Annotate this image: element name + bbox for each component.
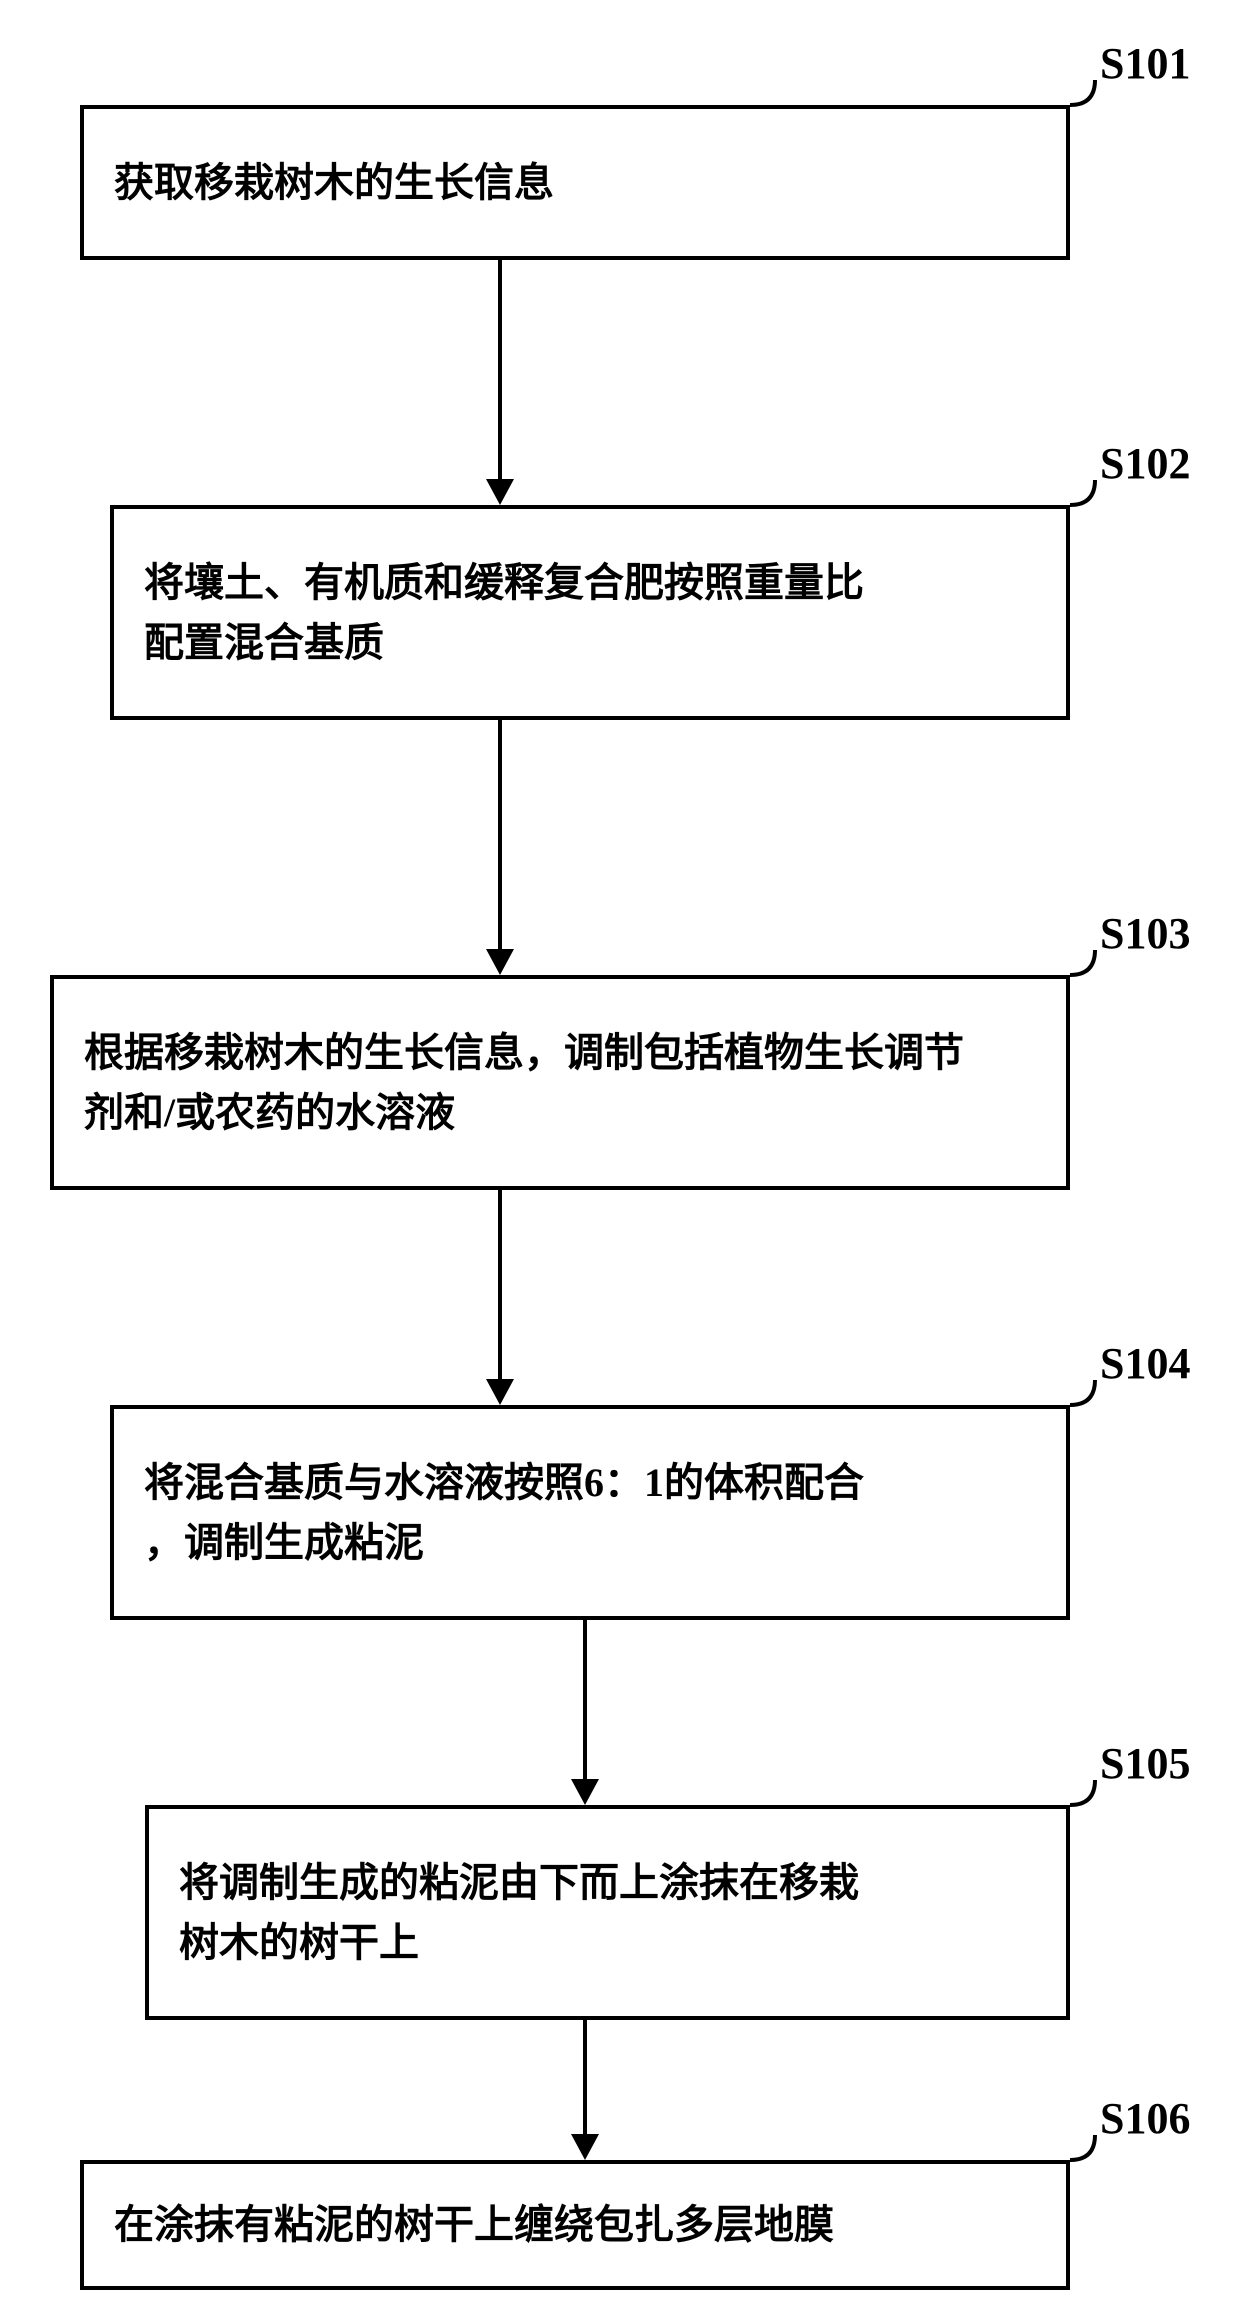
flow-node-s102: 将壤土、有机质和缓释复合肥按照重量比 配置混合基质: [110, 505, 1070, 720]
arrow-head-s104-s105: [571, 1779, 599, 1805]
flow-node-s105: 将调制生成的粘泥由下而上涂抹在移栽 树木的树干上: [145, 1805, 1070, 2020]
leader-s104: [1065, 1375, 1100, 1410]
step-label-s104: S104: [1100, 1338, 1190, 1389]
flow-node-text-s103: 根据移栽树木的生长信息，调制包括植物生长调节 剂和/或农药的水溶液: [84, 1023, 964, 1143]
arrow-line-s101-s102: [498, 260, 502, 479]
arrow-line-s103-s104: [498, 1190, 502, 1379]
arrow-line-s105-s106: [583, 2020, 587, 2134]
leader-s105: [1065, 1775, 1100, 1810]
flow-node-s101: 获取移栽树木的生长信息: [80, 105, 1070, 260]
flowchart-canvas: 获取移栽树木的生长信息 S101 将壤土、有机质和缓释复合肥按照重量比 配置混合基质…: [0, 0, 1240, 2317]
step-label-s103: S103: [1100, 908, 1190, 959]
arrow-line-s104-s105: [583, 1620, 587, 1779]
leader-s103: [1065, 945, 1100, 980]
step-label-s101: S101: [1100, 38, 1190, 89]
flow-node-text-s106: 在涂抹有粘泥的树干上缠绕包扎多层地膜: [114, 2195, 834, 2255]
arrow-head-s103-s104: [486, 1379, 514, 1405]
leader-s106: [1065, 2130, 1100, 2165]
step-label-s105: S105: [1100, 1738, 1190, 1789]
flow-node-text-s105: 将调制生成的粘泥由下而上涂抹在移栽 树木的树干上: [179, 1853, 859, 1973]
flow-node-s106: 在涂抹有粘泥的树干上缠绕包扎多层地膜: [80, 2160, 1070, 2290]
arrow-line-s102-s103: [498, 720, 502, 949]
flow-node-text-s104: 将混合基质与水溶液按照6：1的体积配合 ，调制生成粘泥: [144, 1453, 864, 1573]
step-label-s106: S106: [1100, 2093, 1190, 2144]
flow-node-text-s101: 获取移栽树木的生长信息: [114, 153, 554, 213]
leader-s102: [1065, 475, 1100, 510]
arrow-head-s101-s102: [486, 479, 514, 505]
leader-s101: [1065, 75, 1100, 110]
flow-node-text-s102: 将壤土、有机质和缓释复合肥按照重量比 配置混合基质: [144, 553, 864, 673]
step-label-s102: S102: [1100, 438, 1190, 489]
flow-node-s104: 将混合基质与水溶液按照6：1的体积配合 ，调制生成粘泥: [110, 1405, 1070, 1620]
arrow-head-s102-s103: [486, 949, 514, 975]
arrow-head-s105-s106: [571, 2134, 599, 2160]
flow-node-s103: 根据移栽树木的生长信息，调制包括植物生长调节 剂和/或农药的水溶液: [50, 975, 1070, 1190]
